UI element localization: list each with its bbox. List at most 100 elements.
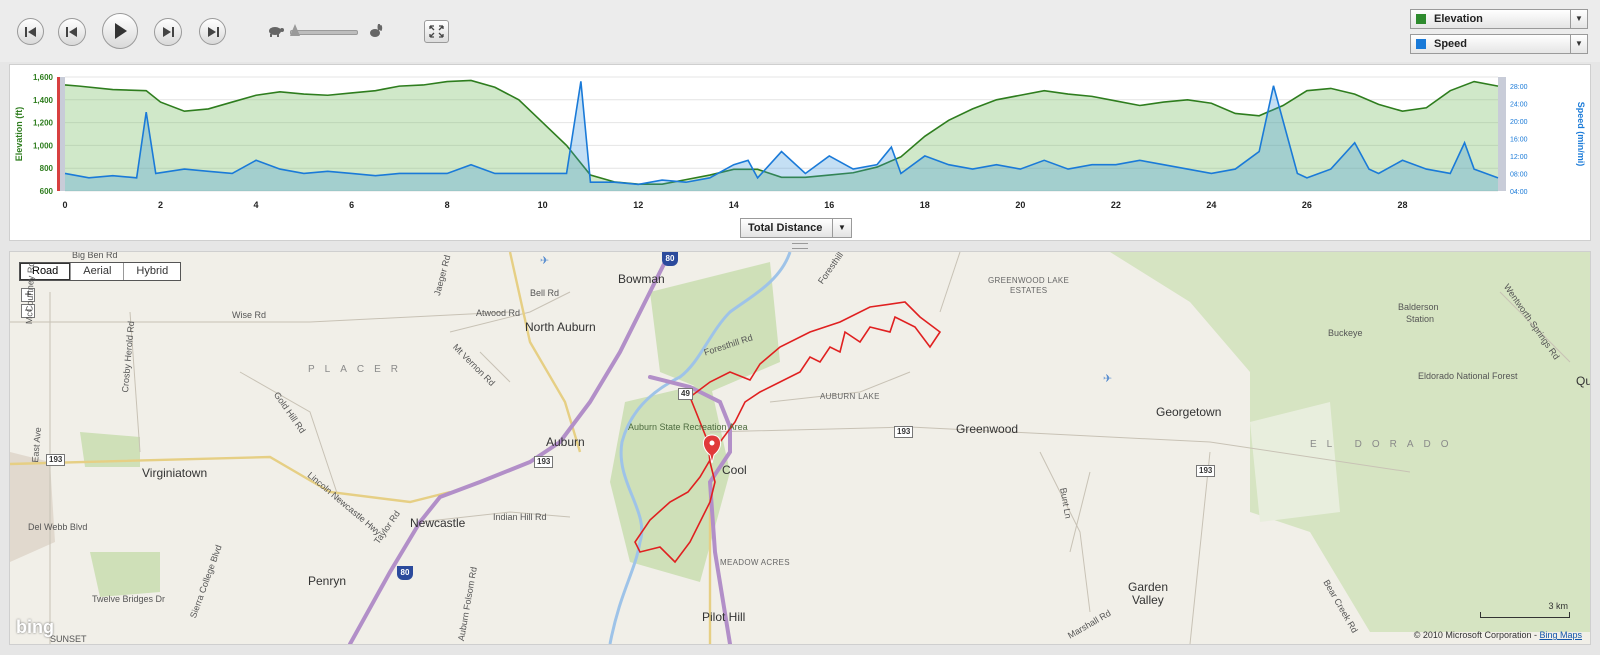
map-canvas[interactable]: ✈ ✈ [10, 252, 1590, 644]
x-tick-label: 28 [1397, 200, 1407, 210]
map-scale-label: 3 km [1548, 601, 1568, 611]
zoom-out-button[interactable]: − [21, 304, 35, 318]
map-label: Buckeye [1328, 328, 1363, 338]
highway-shield-icon: 193 [46, 454, 66, 466]
map-label: GREENWOOD LAKE [988, 276, 1070, 285]
panel-splitter-handle[interactable] [792, 243, 808, 249]
map-label: North Auburn [525, 320, 596, 334]
series-area [65, 80, 1498, 191]
x-tick-label: 8 [445, 200, 450, 210]
step-forward-icon [163, 27, 174, 37]
playback-toolbar: Elevation ▼ Speed ▼ [0, 0, 1600, 62]
map-label: Del Webb Blvd [28, 522, 88, 532]
map-label: Auburn State Recreation Area [628, 422, 748, 432]
x-tick-label: 6 [349, 200, 354, 210]
series-area [65, 81, 1498, 191]
map-copyright: © 2010 Microsoft Corporation - Bing Maps [1414, 630, 1582, 640]
map-label: Greenwood [956, 422, 1019, 436]
x-tick-label: 12 [633, 200, 643, 210]
map-type-aerial[interactable]: Aerial [70, 263, 123, 280]
x-tick-label: 2 [158, 200, 163, 210]
map-label: Atwood Rd [476, 308, 521, 318]
elevation-swatch [1416, 14, 1426, 24]
rabbit-icon [370, 24, 383, 37]
forest-area [90, 552, 160, 597]
forest-area [650, 262, 780, 392]
map-label: Eldorado National Forest [1418, 371, 1518, 381]
chevron-down-icon: ▼ [832, 219, 851, 237]
start-marker [57, 77, 60, 191]
play-button[interactable] [102, 13, 138, 49]
y-axis-title-left: Elevation (ft) [14, 107, 24, 162]
map-label: Big Ben Rd [72, 251, 118, 260]
x-tick-label: 18 [920, 200, 930, 210]
y-tick-label-right: 16:00 [1510, 136, 1528, 143]
forest-area [1250, 402, 1340, 522]
map-label: Newcastle [410, 516, 466, 530]
map-label: ESTATES [1010, 286, 1048, 295]
step-back-icon [66, 27, 77, 37]
y-tick-label-left: 1,400 [33, 96, 54, 105]
bing-maps-link[interactable]: Bing Maps [1539, 630, 1582, 640]
highway-shield-icon: 193 [1196, 465, 1216, 477]
airport-icon: ✈ [540, 254, 549, 267]
interstate-shield-icon: 80 [662, 252, 678, 266]
map-view[interactable]: ✈ ✈ Road Aerial Hybrid + − Big Ben Rd Bo… [9, 251, 1591, 645]
y-tick-label-right: 04:00 [1510, 189, 1528, 196]
forest-area [1110, 252, 1590, 632]
series-dropdown-speed[interactable]: Speed ▼ [1410, 34, 1588, 54]
map-label: Bowman [618, 272, 665, 286]
chevron-down-icon: ▼ [1570, 35, 1587, 53]
y-tick-label-right: 20:00 [1510, 119, 1528, 126]
series-line [64, 81, 1499, 186]
play-icon [115, 23, 127, 39]
map-label: MEADOW ACRES [720, 558, 790, 567]
elevation-speed-chart[interactable]: 600 800 1,000 1,200 1,400 1,600 04:00 08:00 12:0… [9, 64, 1591, 241]
map-label: EL DORADO [1310, 439, 1459, 450]
forest-area [610, 382, 730, 582]
map-label: Garden [1128, 580, 1169, 594]
x-axis-dropdown[interactable]: Total Distance ▼ [740, 218, 852, 238]
gps-track [634, 301, 942, 564]
expand-icon [429, 25, 444, 38]
map-scale-bar [1480, 612, 1570, 618]
step-forward-button[interactable] [154, 18, 182, 46]
x-tick-label: 26 [1302, 200, 1312, 210]
skip-to-start-button[interactable] [17, 18, 44, 45]
map-label: Auburn [546, 435, 585, 449]
turtle-icon [269, 27, 284, 37]
step-back-button[interactable] [58, 18, 86, 46]
map-label: Penryn [308, 574, 347, 588]
y-tick-label-right: 28:00 [1510, 84, 1528, 91]
interstate-shield-icon: 80 [397, 566, 413, 580]
chart-canvas[interactable]: 600 800 1,000 1,200 1,400 1,600 04:00 08:00 12:0… [10, 65, 1590, 240]
y-tick-label-left: 1,000 [33, 141, 54, 150]
map-type-hybrid[interactable]: Hybrid [123, 263, 180, 280]
speed-slider-thumb[interactable] [290, 24, 300, 36]
fullscreen-button[interactable] [424, 20, 449, 43]
left-axis-bar [57, 77, 65, 191]
skip-to-end-button[interactable] [199, 18, 226, 45]
series-dropdown-label: Elevation [1434, 13, 1483, 25]
map-label: Qui [1576, 374, 1590, 388]
series-dropdown-elevation[interactable]: Elevation ▼ [1410, 9, 1588, 29]
right-axis-bar [1498, 77, 1506, 191]
forest-area [10, 452, 55, 562]
y-tick-label-right: 08:00 [1510, 171, 1528, 178]
speed-slider-track[interactable] [290, 30, 358, 35]
x-tick-label: 24 [1206, 200, 1216, 210]
map-label: Indian Hill Rd [493, 512, 547, 522]
map-label: Valley [1132, 593, 1164, 607]
map-label: AUBURN LAKE [820, 392, 880, 401]
map-label: PLACER [308, 364, 409, 375]
y-tick-label-right: 24:00 [1510, 101, 1528, 108]
map-type-road[interactable]: Road [20, 263, 71, 280]
series-line [64, 79, 1499, 185]
map-pin-icon [703, 434, 721, 464]
x-tick-label: 22 [1111, 200, 1121, 210]
map-label: Wise Rd [232, 310, 267, 320]
zoom-in-button[interactable]: + [21, 288, 35, 302]
x-axis-dropdown-label: Total Distance [748, 222, 823, 234]
forest-area [80, 432, 140, 467]
map-label: Bell Rd [530, 288, 560, 298]
